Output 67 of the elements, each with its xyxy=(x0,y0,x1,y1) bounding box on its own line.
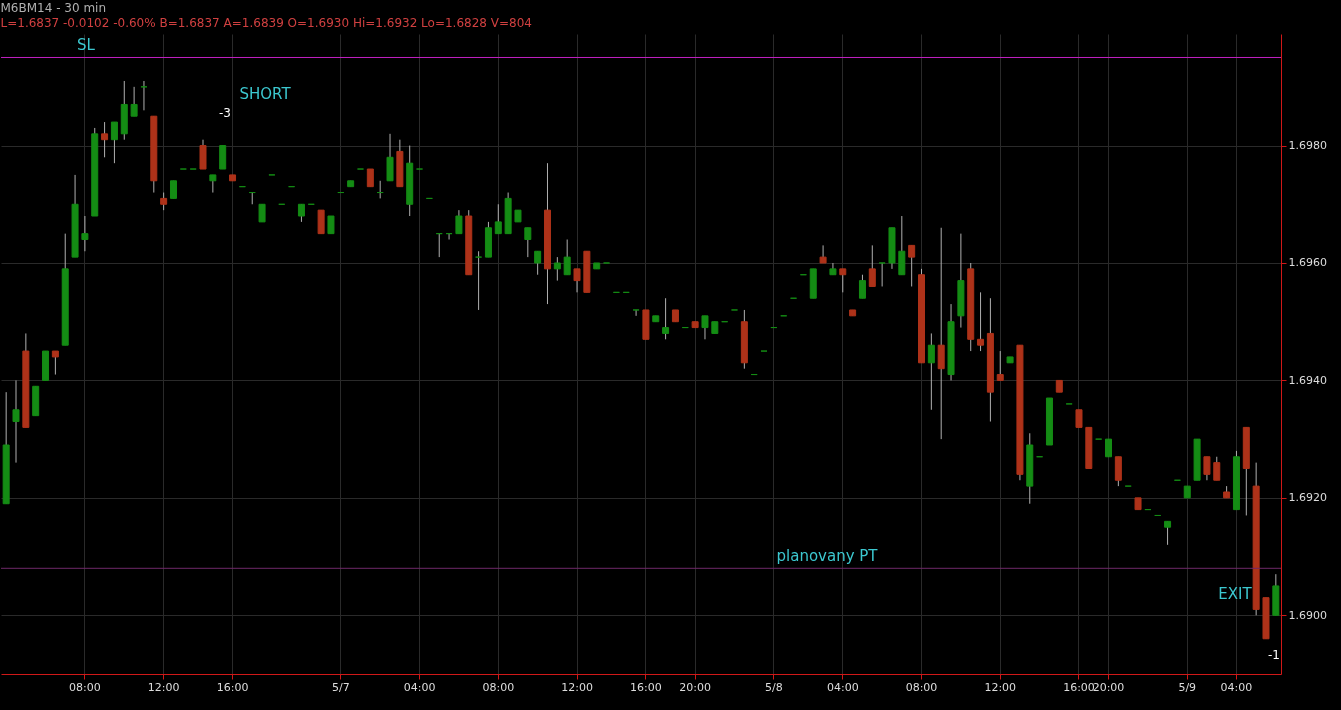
x-tick-label: 16:00 xyxy=(630,680,662,694)
candlestick xyxy=(996,350,1004,381)
annotation: SHORT xyxy=(239,85,292,103)
annotation: -3 xyxy=(219,106,231,120)
x-tick-label: 04:00 xyxy=(826,680,859,694)
annotation: EXIT xyxy=(1218,585,1253,603)
candlestick xyxy=(937,227,945,440)
ref-line-label: SL xyxy=(77,36,96,55)
candlestick xyxy=(927,332,935,411)
candlestick xyxy=(1213,456,1221,481)
candlestick xyxy=(553,256,561,282)
candlestick xyxy=(209,174,217,194)
candlestick xyxy=(1203,456,1211,481)
candlestick xyxy=(977,291,985,352)
candlestick xyxy=(12,379,20,464)
candlestick xyxy=(701,315,709,340)
x-tick-label: 04:00 xyxy=(1220,680,1253,694)
y-tick-label: 1.6980 xyxy=(1288,139,1327,153)
x-tick-label: 5/7 xyxy=(331,680,350,694)
candlestick xyxy=(632,309,640,317)
y-tick-label: 1.6940 xyxy=(1288,373,1327,387)
candlestick xyxy=(573,268,581,293)
candlestick xyxy=(219,145,227,170)
x-tick-label: 20:00 xyxy=(1092,680,1125,694)
candlestick xyxy=(317,209,325,235)
x-tick-label: 08:00 xyxy=(69,680,101,694)
chart-title: M6BM14 - 30 min xyxy=(0,1,107,15)
candlestick xyxy=(839,268,847,293)
candlestick xyxy=(563,239,571,276)
candlestick xyxy=(908,244,916,287)
y-tick-label: 1.6920 xyxy=(1288,491,1327,505)
x-tick-label: 5/9 xyxy=(1178,680,1197,694)
x-tick-label: 08:00 xyxy=(905,680,938,694)
candlestick xyxy=(662,297,670,340)
candlestick xyxy=(1114,456,1122,487)
x-tick-label: 08:00 xyxy=(482,680,515,694)
ref-line-label: planovany PT xyxy=(776,547,879,566)
candlestick xyxy=(81,215,89,252)
chart-subtitle: L=1.6837 -0.0102 -0.60% B=1.6837 A=1.6839 O=1.6930 Hi=1.6932 Lo=1.6828 V=804 xyxy=(0,16,532,30)
candlestick xyxy=(455,209,463,235)
candlestick xyxy=(524,227,532,258)
candlestick xyxy=(130,86,138,117)
candlestick xyxy=(101,121,109,158)
candlestick xyxy=(51,350,59,376)
candlestick xyxy=(878,262,886,287)
candlestick xyxy=(819,244,827,264)
x-tick-label: 5/8 xyxy=(765,680,783,694)
candlestick xyxy=(868,244,876,287)
x-tick-label: 20:00 xyxy=(679,680,711,694)
candlestick xyxy=(534,250,542,276)
candlestick xyxy=(110,121,118,164)
x-tick-label: 04:00 xyxy=(403,680,436,694)
candlestick xyxy=(386,133,394,182)
candlestick xyxy=(898,215,906,276)
annotation: -1 xyxy=(1268,648,1280,662)
x-tick-label: 12:00 xyxy=(984,680,1017,694)
y-tick-label: 1.6960 xyxy=(1288,256,1327,270)
candlestick xyxy=(199,139,207,170)
candlestick xyxy=(1164,520,1172,546)
candlestick xyxy=(494,203,502,235)
x-tick-label: 16:00 xyxy=(1063,680,1095,694)
x-tick-label: 12:00 xyxy=(147,680,180,694)
candlestick xyxy=(475,250,483,311)
x-tick-label: 12:00 xyxy=(561,680,593,694)
y-tick-label: 1.6900 xyxy=(1288,608,1327,622)
x-tick-label: 16:00 xyxy=(216,680,249,694)
candlestick xyxy=(858,274,866,299)
